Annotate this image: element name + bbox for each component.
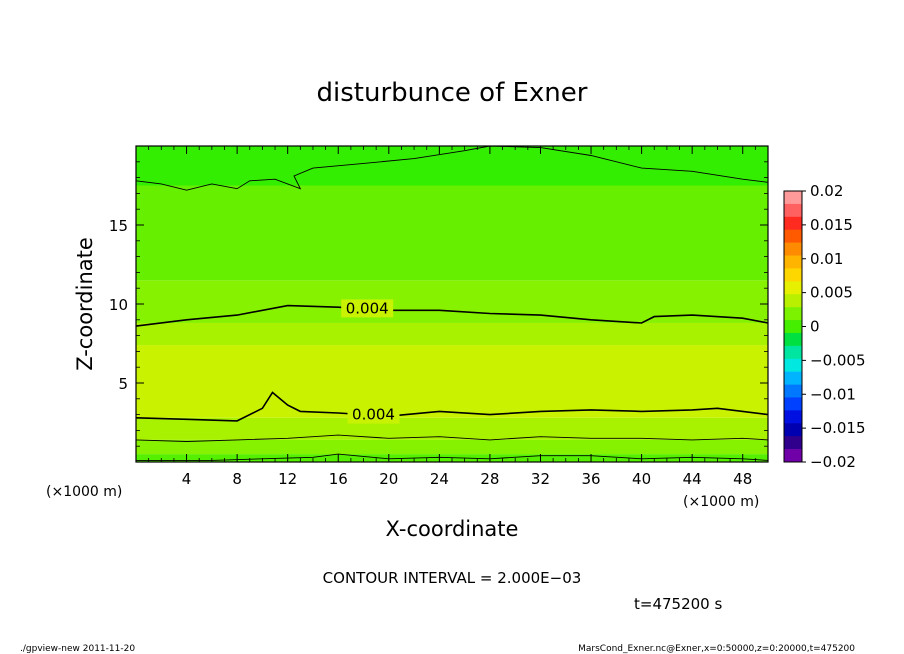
y-axis-unit: (×1000 m) [46,484,122,500]
x-tick-label: 36 [581,470,600,488]
x-tick-label: 20 [379,470,398,488]
colorbar-tick-label: −0.02 [810,453,856,471]
colorbar-swatch [784,216,802,231]
contour-line [135,145,769,191]
x-tick-label: 32 [531,470,550,488]
x-tick-label: 16 [329,470,348,488]
colorbar-tick-label: −0.015 [810,419,866,437]
colorbar-swatch [784,268,802,282]
colorbar-swatch [784,229,802,243]
colorbar-swatch [784,449,802,463]
time-stamp: t=475200 s [634,595,722,613]
colorbar-swatch [784,345,802,360]
x-axis-label: X-coordinate [386,517,519,541]
colorbar: 0.02 0.015 0.01 0.005 0 −0.005 −0.01 −0.015 −0.0… [783,182,866,471]
colorbar-swatch [784,332,802,347]
contour-line [135,434,769,442]
colorbar-swatch [784,371,802,385]
x-tick-label: 28 [480,470,499,488]
contour-band [136,322,768,346]
colorbar-swatch [784,358,802,372]
colorbar-tick-label: −0.01 [810,385,856,403]
x-tick-label: 12 [278,470,297,488]
x-tick-label: 44 [683,470,702,488]
chart-title: disturbunce of Exner [317,78,588,108]
contour-band [136,185,768,281]
colorbar-swatch [784,203,802,218]
contour-label-bg [347,405,400,424]
colorbar-swatch [784,294,802,308]
colorbar-swatch [784,320,802,334]
contour-label: 0.004 [346,299,389,317]
colorbar-swatch [784,410,802,424]
x-tick-label: 48 [733,470,752,488]
contour-band [136,417,768,440]
colorbar-swatch [784,255,802,269]
colorbar-tick-label: −0.005 [810,351,866,369]
colorbar-tick-label: 0.02 [810,182,843,200]
x-tick-label: 40 [632,470,651,488]
colorbar-swatch [784,281,802,295]
y-tick-label: 5 [118,375,128,393]
contour-label-bg [341,299,394,318]
contour-line [135,304,769,327]
contour-band [136,146,768,186]
colorbar-swatch [784,384,802,398]
colorbar-tick-label: 0 [810,318,820,336]
contour-band [136,439,768,455]
y-tick-label: 10 [109,296,128,314]
y-tick-label: 15 [109,217,128,235]
colorbar-swatch [784,191,802,205]
colorbar-swatch [784,436,802,450]
y-axis-label: Z-coordinate [73,237,97,371]
footer-right: MarsCond_Exner.nc@Exner,x=0:50000,z=0:20… [578,644,855,654]
colorbar-tick-label: 0.005 [810,284,853,302]
colorbar-swatch [784,423,802,437]
x-axis-unit: (×1000 m) [683,494,759,510]
colorbar-swatch [784,242,802,256]
colorbar-swatch [784,397,802,411]
x-tick-label: 8 [232,470,242,488]
contour-label: 0.004 [352,406,395,424]
colorbar-tick-label: 0.015 [810,216,853,234]
contour-band [136,345,768,418]
x-tick-label: 4 [182,470,192,488]
colorbar-swatch [784,307,802,321]
footer-left: ./gpview-new 2011-11-20 [20,644,135,654]
contour-interval-note: CONTOUR INTERVAL = 2.000E−03 [323,569,582,587]
colorbar-tick-label: 0.01 [810,250,843,268]
x-tick-label: 24 [430,470,449,488]
